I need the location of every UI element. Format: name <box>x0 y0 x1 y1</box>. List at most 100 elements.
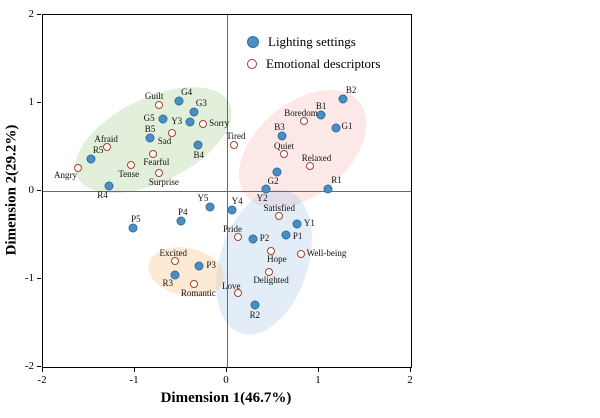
point-romantic <box>189 280 198 289</box>
legend-item-lighting-settings: Lighting settings <box>247 35 380 48</box>
point-r2 <box>250 300 260 310</box>
x-tick <box>42 368 43 372</box>
zero-vertical-line <box>227 15 228 367</box>
point-tired <box>230 141 239 150</box>
legend: Lighting settings Emotional descriptors <box>247 35 380 70</box>
point-label-y5: Y5 <box>197 192 209 203</box>
point-label-r1: R1 <box>331 175 342 186</box>
point-label-sad: Sad <box>157 135 172 146</box>
point-g5 <box>158 114 168 124</box>
x-tick <box>134 368 135 372</box>
x-tick-label: -1 <box>129 374 139 386</box>
point-label-quiet: Quiet <box>274 141 295 152</box>
point-r4 <box>104 181 114 191</box>
point-pride <box>234 232 243 241</box>
point-label-love: Love <box>222 281 241 292</box>
x-tick-label: -2 <box>37 374 47 386</box>
point-label-well-being: Well-being <box>306 248 347 259</box>
point-label-p2: P2 <box>259 233 270 244</box>
x-tick <box>410 368 411 372</box>
x-tick <box>318 368 319 372</box>
point-label-g3: G3 <box>195 97 207 108</box>
x-tick-label: 2 <box>407 374 413 386</box>
point-g1 <box>331 123 341 133</box>
point-label-r4: R4 <box>97 189 108 200</box>
y-tick <box>37 278 41 279</box>
point-y1 <box>292 219 302 229</box>
point-label-y3: Y3 <box>171 116 183 127</box>
y-tick <box>37 102 41 103</box>
x-tick-label: 0 <box>223 374 229 386</box>
point-boredom <box>300 116 309 125</box>
point-sad <box>167 128 176 137</box>
point-label-b5: B5 <box>144 124 156 135</box>
point-label-excited: Excited <box>159 248 187 259</box>
point-label-b3: B3 <box>274 122 285 133</box>
point-g3 <box>189 107 199 117</box>
point-p5 <box>128 223 138 233</box>
x-tick-label: 1 <box>315 374 321 386</box>
point-label-p4: P4 <box>178 206 188 217</box>
point-sorry <box>199 120 208 129</box>
point-afraid <box>103 143 112 151</box>
point-label-b1: B1 <box>315 101 327 112</box>
point-label-p1: P1 <box>292 231 303 241</box>
point-label-y2: Y2 <box>256 193 268 204</box>
point-surprise <box>154 169 163 178</box>
point-label-b2: B2 <box>345 85 357 96</box>
point-label-y4: Y4 <box>231 196 243 207</box>
y-tick-label: 1 <box>28 96 35 108</box>
point-r3 <box>170 270 180 280</box>
point-label-g5: G5 <box>143 112 155 123</box>
y-tick-label: -1 <box>24 272 34 284</box>
open-circle-icon <box>247 58 257 69</box>
point-excited <box>171 257 180 266</box>
point-label-p5: P5 <box>131 213 141 224</box>
point-label-surprise: Surprise <box>148 177 179 188</box>
point-g2 <box>272 167 282 177</box>
point-label-r5: R5 <box>92 145 104 156</box>
y-tick <box>37 14 41 15</box>
point-label-b4: B4 <box>193 150 205 161</box>
point-label-r2: R2 <box>249 310 261 321</box>
point-b2 <box>338 94 348 104</box>
point-label-hope: Hope <box>267 253 287 264</box>
point-label-relaxed: Relaxed <box>301 153 332 164</box>
filled-circle-icon <box>247 35 259 48</box>
point-y5 <box>205 202 215 212</box>
legend-label-emotional-descriptors: Emotional descriptors <box>266 56 381 71</box>
point-y3 <box>185 117 195 127</box>
point-p2 <box>248 234 258 244</box>
point-g4 <box>174 96 184 106</box>
point-label-satisfied: Satisfied <box>263 202 296 213</box>
point-label-tense: Tense <box>118 168 140 179</box>
legend-label-lighting-settings: Lighting settings <box>268 34 356 49</box>
point-well-being <box>296 250 305 259</box>
point-label-afraid: Afraid <box>94 134 118 144</box>
point-label-pride: Pride <box>223 223 243 234</box>
point-label-tired: Tired <box>226 131 246 142</box>
point-label-g2: G2 <box>267 175 279 186</box>
point-label-delighted: Delighted <box>253 274 289 285</box>
x-tick <box>226 368 227 372</box>
point-relaxed <box>305 162 314 171</box>
point-guilt <box>154 100 163 109</box>
point-b4 <box>193 140 203 150</box>
point-label-boredom: Boredom <box>284 107 318 118</box>
point-p3 <box>194 261 204 271</box>
point-hope <box>267 246 276 255</box>
point-label-angry: Angry <box>53 170 77 181</box>
y-tick <box>37 190 41 191</box>
point-label-romantic: Romantic <box>180 288 216 299</box>
point-label-y1: Y1 <box>303 218 315 229</box>
point-y4 <box>227 205 237 215</box>
point-quiet <box>280 150 289 159</box>
y-tick <box>37 366 41 367</box>
point-fearful <box>149 150 158 159</box>
point-label-guilt: Guilt <box>144 90 164 101</box>
point-satisfied <box>274 211 283 220</box>
point-tense <box>127 160 136 169</box>
point-label-p3: P3 <box>206 259 216 270</box>
point-angry <box>73 164 82 173</box>
